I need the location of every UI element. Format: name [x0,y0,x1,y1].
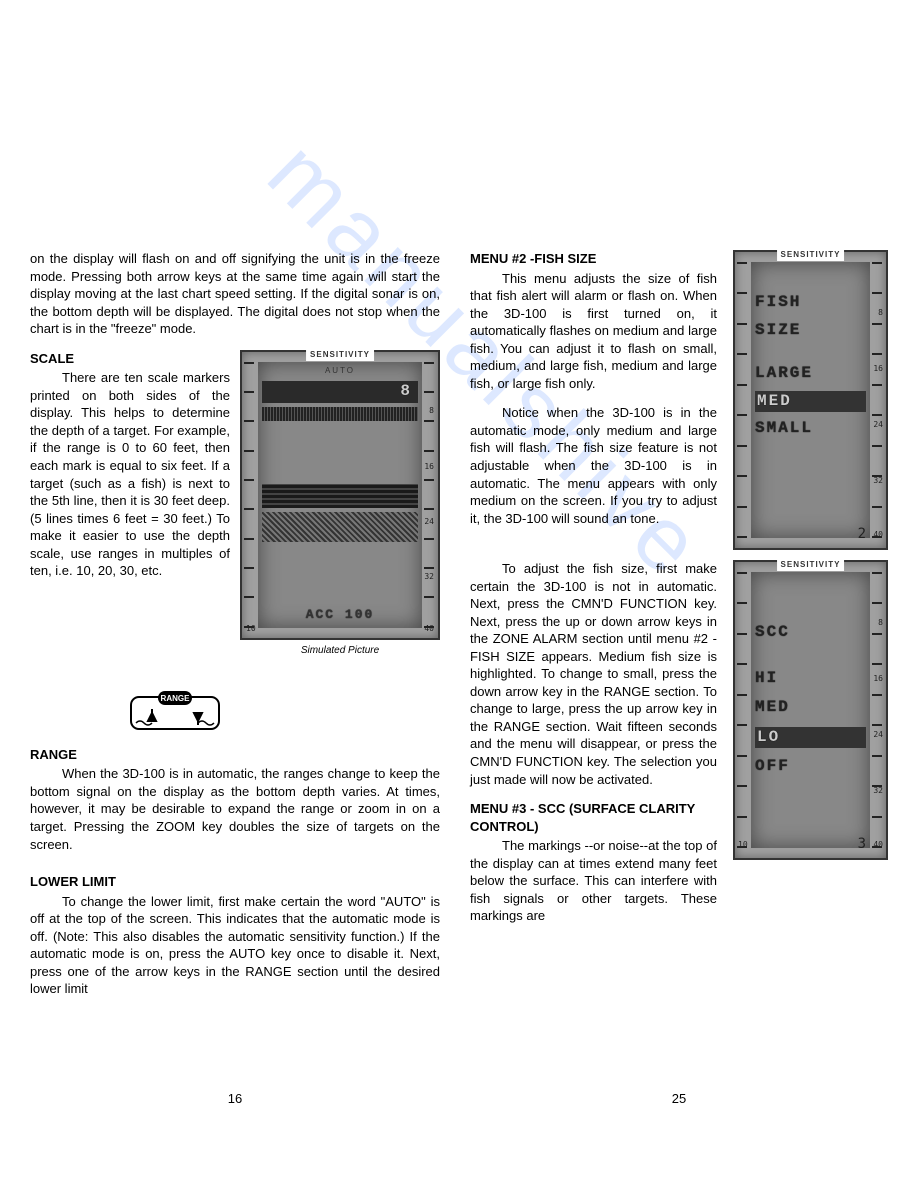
menu3-p1: The markings --or noise--at the top of t… [470,837,717,925]
lcd1-tick-24: 24 [424,517,434,528]
lcd3-row-lo: LO [755,727,866,749]
lcd3-row-hi: HI [755,668,866,690]
lcd3-tick-left: 10 [738,840,748,851]
lcd-scc: SENSITIVITY 8 16 24 32 40 10 [733,560,888,860]
range-icon-row: RANGE [30,691,440,740]
lcd1-bottom-text: ACC 100 [262,606,418,624]
lcd3-row-scc: SCC [755,622,866,644]
lower-limit-paragraph: To change the lower limit, first make ce… [30,893,440,998]
lcd3-tick-32: 32 [873,786,883,797]
left-page: on the display will flash on and off sig… [30,250,440,1078]
lcd3-scale-right [872,572,884,848]
lcd2-screen: FISH SIZE LARGE MED SMALL [751,262,870,538]
lcd3-screen: SCC HI MED LO OFF [751,572,870,848]
menu2-heading: MENU #2 -FISH SIZE [470,250,717,268]
lcd2-tick-24: 24 [873,420,883,431]
lcd1-scale-left [244,362,256,628]
lcd2-row-med: MED [755,391,866,413]
lcd2-tick-8: 8 [878,308,883,319]
lcd2-tick-40: 40 [873,530,883,541]
lcd2-tick-16: 16 [873,364,883,375]
range-heading: RANGE [30,746,440,764]
lower-limit-heading: LOWER LIMIT [30,873,440,891]
menu2-p2: Notice when the 3D-100 is in the automat… [470,404,717,527]
lcd-simulated-picture: SENSITIVITY 8 16 24 32 40 10 [240,350,440,640]
lcd3-scale-left [737,572,749,848]
lcd2-row-fish: FISH [755,292,866,314]
lcd3-menu-num: 3 [858,835,866,854]
lcd1-title: SENSITIVITY [306,350,374,361]
lcd2-row-size: SIZE [755,320,866,342]
lcd1-tick-left-40: 10 [246,624,256,635]
menu2-p3: To adjust the fish size, first make cert… [470,560,717,788]
svg-text:RANGE: RANGE [161,694,191,703]
lcd1-tick-32: 32 [424,572,434,583]
menu3-heading: MENU #3 - SCC (SURFACE CLARITY CONTROL) [470,800,717,835]
right-page-number: 25 [470,1090,888,1108]
scale-paragraph: There are ten scale markers printed on b… [30,369,230,580]
left-page-number: 16 [30,1090,440,1108]
lcd-fish-size: SENSITIVITY 8 16 24 32 40 FISH [733,250,888,550]
menu2-p1: This menu adjusts the size of fish that … [470,270,717,393]
scale-section: SCALE There are ten scale markers printe… [30,350,440,658]
lcd1-caption: Simulated Picture [240,644,440,658]
right-page: MENU #2 -FISH SIZE This menu adjusts the… [470,250,888,1078]
lcd1-depth: 8 [400,381,412,403]
lcd3-tick-40: 40 [873,840,883,851]
lcd3-tick-8: 8 [878,618,883,629]
lcd1-screen: AUTO 8 ACC 100 [258,362,422,628]
lcd2-menu-num: 2 [858,525,866,544]
lcd2-row-small: SMALL [755,418,866,440]
lcd3-row-med: MED [755,697,866,719]
range-paragraph: When the 3D-100 is in automatic, the ran… [30,765,440,853]
lcd2-scale-left [737,262,749,538]
range-button-icon: RANGE [130,691,220,736]
lcd2-row-large: LARGE [755,363,866,385]
lcd3-title: SENSITIVITY [777,560,845,571]
lcd3-tick-16: 16 [873,674,883,685]
page-spread: on the display will flash on and off sig… [30,250,888,1078]
lcd1-tick-16: 16 [424,462,434,473]
scale-heading: SCALE [30,350,230,368]
lcd3-row-off: OFF [755,756,866,778]
lcd2-tick-32: 32 [873,476,883,487]
lcd2-title: SENSITIVITY [777,250,845,261]
lcd1-scale-right [424,362,436,628]
intro-paragraph: on the display will flash on and off sig… [30,250,440,338]
lcd1-tick-40: 40 [424,624,434,635]
lcd2-scale-right [872,262,884,538]
lcd1-tick-8: 8 [429,406,434,417]
lcd3-tick-24: 24 [873,730,883,741]
lcd1-auto-label: AUTO [262,366,418,377]
